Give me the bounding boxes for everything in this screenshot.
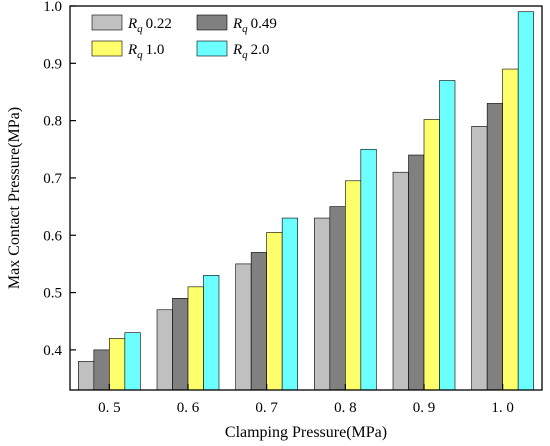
bar-4-6 xyxy=(517,11,534,391)
bar-4-1 xyxy=(124,332,141,391)
bar-1-5 xyxy=(392,171,409,391)
legend: Rq 0.22 Rq 0.49 Rq 1.0 Rq 2.0 xyxy=(91,14,277,61)
x-tick-label: 0. 8 xyxy=(334,400,357,416)
legend-label: Rq 0.49 xyxy=(232,16,277,35)
y-tick-label: 0.6 xyxy=(43,228,62,244)
bar-1-6 xyxy=(471,126,488,391)
bar-1-1 xyxy=(78,361,95,391)
y-tick-label: 0.7 xyxy=(43,171,62,187)
bar-4-2 xyxy=(203,275,220,391)
bar-3-1 xyxy=(109,338,126,391)
y-tick-label: 0.4 xyxy=(43,343,62,359)
bar-4-5 xyxy=(439,80,456,391)
bar-4-4 xyxy=(360,148,377,391)
y-tick-label: 1.0 xyxy=(43,0,62,15)
legend-swatch xyxy=(91,40,123,57)
bar-1-4 xyxy=(314,217,331,391)
legend-item-4: Rq 2.0 xyxy=(196,40,269,61)
y-tick-label: 0.8 xyxy=(43,114,62,130)
legend-swatch xyxy=(196,14,228,31)
bar-3-5 xyxy=(423,119,440,391)
bar-2-1 xyxy=(93,349,110,391)
x-tick-label: 0. 5 xyxy=(98,400,121,416)
bar-2-5 xyxy=(408,154,425,391)
bar-1-3 xyxy=(235,263,252,391)
bar-2-2 xyxy=(172,297,189,391)
bar-2-3 xyxy=(250,252,267,391)
bar-2-6 xyxy=(486,103,503,391)
legend-label: Rq 1.0 xyxy=(127,42,164,61)
bar-3-4 xyxy=(345,180,362,391)
legend-swatch xyxy=(196,40,228,57)
y-tick-label: 0.5 xyxy=(43,286,62,302)
bar-2-4 xyxy=(329,206,346,391)
legend-item-1: Rq 0.22 xyxy=(91,14,172,35)
y-tick-label: 0.9 xyxy=(43,56,62,72)
legend-item-3: Rq 1.0 xyxy=(91,40,164,61)
bar-3-2 xyxy=(187,286,204,391)
x-tick-label: 0. 6 xyxy=(177,400,200,416)
x-axis-label: Clamping Pressure(MPa) xyxy=(225,424,387,441)
legend-label: Rq 2.0 xyxy=(232,42,269,61)
x-tick-label: 0. 9 xyxy=(413,400,436,416)
legend-swatch xyxy=(91,14,123,31)
bar-3-3 xyxy=(266,232,283,391)
y-axis-label: Max Contact Pressure(MPa) xyxy=(6,107,23,289)
axes-layer: 0.4 0.5 0.6 0.7 0.8 0.9 1.0 0. 5 0. 6 0. 7 0. 8 0. … xyxy=(43,0,514,416)
legend-label: Rq 0.22 xyxy=(127,16,172,35)
legend-item-2: Rq 0.49 xyxy=(196,14,277,35)
bars-layer xyxy=(78,11,534,391)
bar-4-3 xyxy=(281,217,298,391)
bar-1-2 xyxy=(156,309,173,391)
x-tick-label: 1. 0 xyxy=(491,400,514,416)
x-tick-label: 0. 7 xyxy=(255,400,278,416)
plot-frame xyxy=(69,5,543,391)
bar-3-6 xyxy=(502,68,519,391)
